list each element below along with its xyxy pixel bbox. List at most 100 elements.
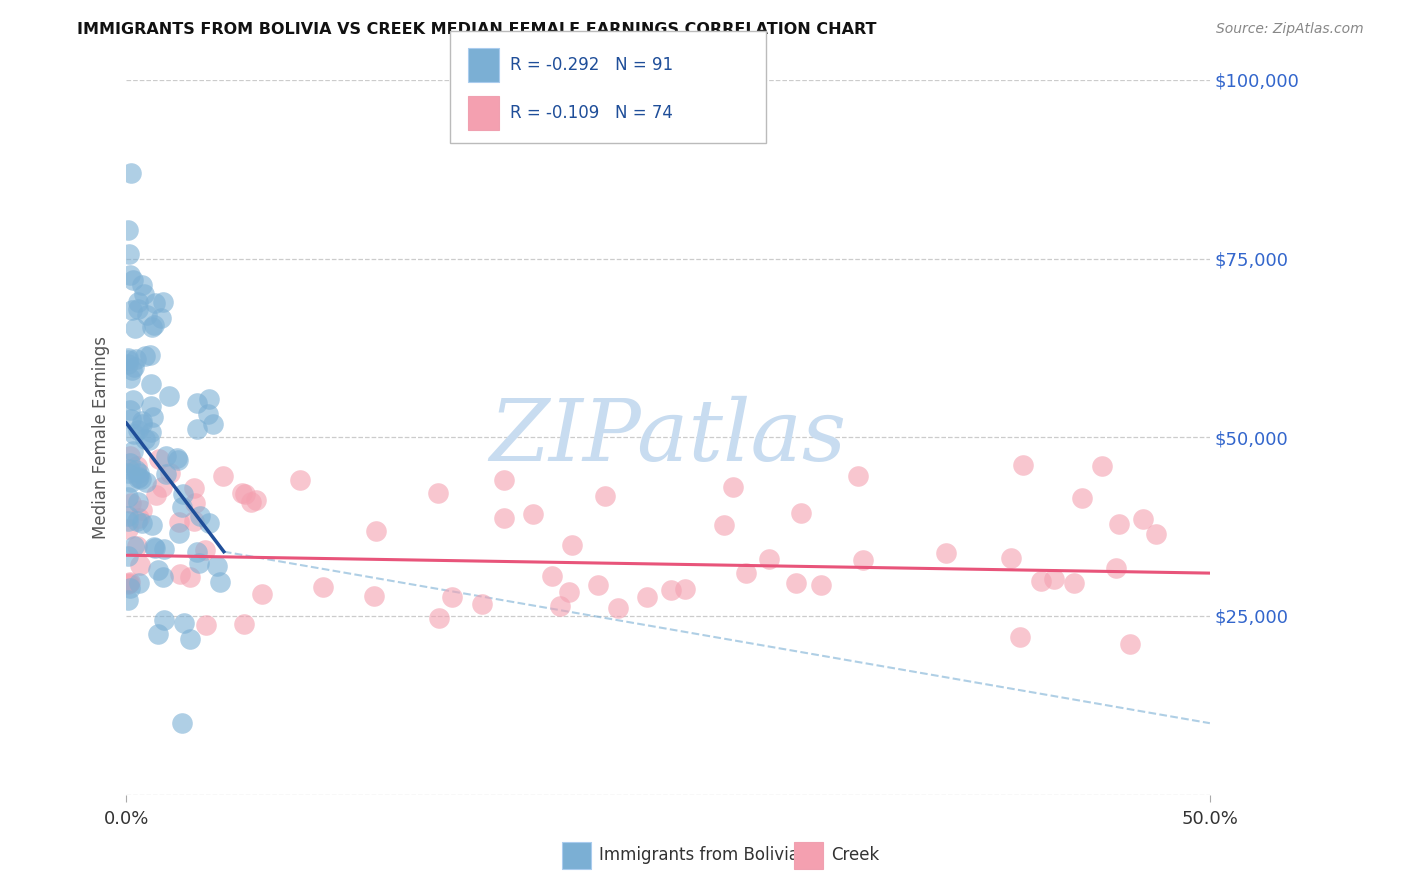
Point xyxy=(120,166,142,180)
Point xyxy=(1144,527,1167,541)
Point xyxy=(117,357,139,371)
Point xyxy=(150,480,173,494)
Point xyxy=(121,303,143,318)
Point xyxy=(179,570,201,584)
Point xyxy=(127,471,149,485)
Point xyxy=(124,426,146,441)
Point xyxy=(122,392,145,407)
Text: R = -0.292   N = 91: R = -0.292 N = 91 xyxy=(510,56,673,74)
Point xyxy=(152,295,174,310)
Text: ZIPatlas: ZIPatlas xyxy=(489,396,846,479)
Point xyxy=(426,485,449,500)
Point xyxy=(172,486,194,500)
Point xyxy=(659,583,682,598)
Point xyxy=(201,417,224,432)
Point xyxy=(159,466,181,480)
Point xyxy=(127,423,149,437)
Point xyxy=(561,538,583,552)
Point xyxy=(186,545,208,559)
Point xyxy=(166,451,188,466)
Point xyxy=(124,321,146,335)
Point xyxy=(233,487,256,501)
Point xyxy=(1000,551,1022,566)
Text: Immigrants from Bolivia: Immigrants from Bolivia xyxy=(599,847,799,864)
Point xyxy=(197,516,219,531)
Point xyxy=(522,507,544,521)
Point xyxy=(148,451,170,466)
Point xyxy=(117,522,139,536)
Point xyxy=(118,462,141,476)
Point xyxy=(117,353,139,368)
Point xyxy=(117,514,139,528)
Point xyxy=(186,396,208,410)
Point xyxy=(758,552,780,566)
Point xyxy=(131,472,153,486)
Point xyxy=(148,563,170,577)
Point xyxy=(117,351,139,366)
Point xyxy=(135,475,157,489)
Text: IMMIGRANTS FROM BOLIVIA VS CREEK MEDIAN FEMALE EARNINGS CORRELATION CHART: IMMIGRANTS FROM BOLIVIA VS CREEK MEDIAN … xyxy=(77,22,877,37)
Point xyxy=(1012,458,1035,472)
Point xyxy=(125,351,148,366)
Point xyxy=(127,301,149,316)
Point xyxy=(127,458,149,473)
Point xyxy=(721,480,744,494)
Point xyxy=(852,552,875,566)
Point xyxy=(1070,491,1092,505)
Point xyxy=(117,222,139,236)
Point xyxy=(120,475,142,490)
Point xyxy=(470,597,492,611)
Point xyxy=(167,526,190,541)
Point xyxy=(145,488,167,502)
Point xyxy=(492,473,515,487)
Point xyxy=(198,392,221,406)
Point xyxy=(734,566,756,580)
Point xyxy=(170,716,193,731)
Point xyxy=(167,452,190,467)
Point xyxy=(179,632,201,646)
Text: Source: ZipAtlas.com: Source: ZipAtlas.com xyxy=(1216,22,1364,37)
Point xyxy=(143,296,166,310)
Point xyxy=(1090,458,1112,473)
Point xyxy=(122,443,145,458)
Point xyxy=(183,514,205,528)
Point xyxy=(120,456,142,470)
Point xyxy=(194,618,217,632)
Point xyxy=(186,422,208,436)
Point xyxy=(131,414,153,428)
Point xyxy=(170,500,193,514)
Point xyxy=(117,577,139,591)
Point xyxy=(120,495,142,509)
Point xyxy=(141,319,163,334)
Point xyxy=(128,294,150,309)
Point xyxy=(117,466,139,480)
Point xyxy=(173,616,195,631)
Point xyxy=(233,617,256,632)
Point xyxy=(288,473,311,487)
Point xyxy=(118,402,141,417)
Point xyxy=(363,589,385,603)
Point xyxy=(134,349,156,363)
Point xyxy=(120,412,142,426)
Point xyxy=(139,400,162,414)
Point xyxy=(239,494,262,508)
Point xyxy=(143,541,166,556)
Point xyxy=(152,570,174,584)
Point xyxy=(1119,637,1142,651)
Point xyxy=(120,268,142,283)
Point xyxy=(118,575,141,590)
Point xyxy=(118,575,141,590)
Point xyxy=(118,247,141,261)
Point xyxy=(146,627,169,641)
Point xyxy=(810,578,832,592)
Point xyxy=(586,578,609,592)
Point xyxy=(142,318,165,333)
Text: R = -0.109   N = 74: R = -0.109 N = 74 xyxy=(510,104,673,122)
Point xyxy=(136,308,159,322)
Point xyxy=(209,574,232,589)
Point xyxy=(131,516,153,530)
Point xyxy=(155,467,177,481)
Y-axis label: Median Female Earnings: Median Female Earnings xyxy=(93,335,110,539)
Point xyxy=(169,567,191,582)
Point xyxy=(121,363,143,377)
